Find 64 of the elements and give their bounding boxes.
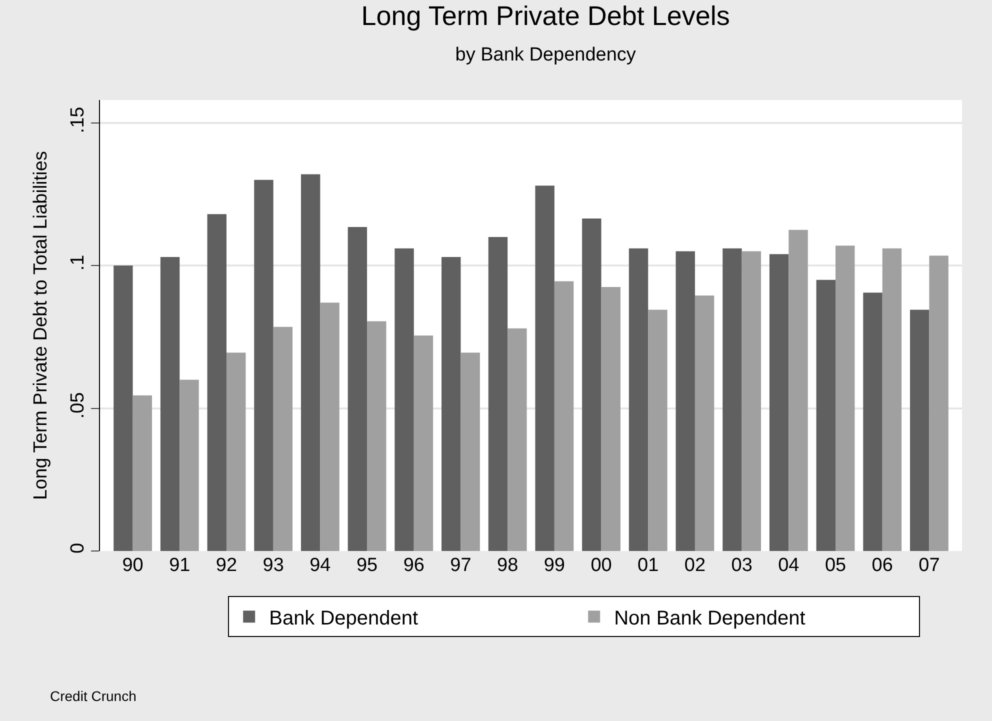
chart-subtitle: by Bank Dependency (455, 44, 636, 66)
y-tick-label: .15 (67, 106, 88, 134)
bar (114, 266, 133, 551)
bar (676, 251, 695, 551)
legend-label: Non Bank Dependent (614, 607, 806, 630)
x-tick-label: 94 (310, 555, 332, 576)
chart-title: Long Term Private Debt Levels (361, 1, 730, 32)
x-tick-label: 02 (684, 555, 706, 576)
bar (367, 321, 386, 551)
bar (414, 335, 434, 551)
bar (160, 256, 180, 551)
bar (722, 248, 742, 551)
x-tick-label: 92 (216, 555, 238, 576)
text: Credit Crunch (50, 688, 136, 704)
legend-label: Bank Dependent (269, 607, 419, 630)
bar (180, 380, 199, 551)
x-tick-label: 97 (450, 555, 472, 576)
bar (882, 248, 902, 551)
bar (929, 256, 948, 551)
x-tick-label: 00 (590, 555, 612, 576)
x-tick-label: 03 (731, 555, 752, 576)
bar (394, 248, 414, 551)
bar (816, 280, 836, 551)
bar (769, 254, 789, 551)
bar (226, 352, 246, 551)
bar (601, 286, 620, 551)
x-tick-label: 99 (544, 555, 565, 576)
bar (488, 237, 508, 551)
bar (132, 395, 152, 551)
y-tick-label: .05 (67, 392, 88, 419)
x-tick-label: 91 (169, 555, 190, 576)
bar (300, 174, 320, 551)
bar (836, 246, 855, 551)
x-tick-label: 95 (356, 555, 378, 576)
x-tick-label: 05 (824, 555, 846, 576)
x-tick-label: 01 (638, 555, 659, 576)
y-tick-label: .1 (67, 254, 88, 271)
bar (442, 256, 461, 551)
bar (788, 230, 808, 551)
x-tick-label: 96 (403, 555, 424, 576)
bar (320, 302, 340, 551)
bar (460, 352, 480, 551)
bar (273, 326, 293, 551)
bar (582, 218, 602, 551)
x-tick-label: 04 (778, 555, 800, 576)
bar (554, 281, 574, 551)
bar (863, 292, 882, 551)
x-tick-label: 06 (872, 555, 893, 576)
bar (508, 328, 527, 551)
x-tick-label: 90 (122, 555, 144, 576)
bar (648, 310, 668, 551)
x-tick-label: 07 (918, 555, 940, 576)
y-axis-title: Long Term Private Debt to Total Liabilities (30, 151, 52, 500)
x-tick-label: 93 (262, 555, 284, 576)
bar (348, 227, 368, 551)
bar (910, 310, 930, 551)
y-tick-label: 0 (67, 542, 88, 554)
bar (742, 251, 762, 551)
bar (254, 180, 274, 551)
bar (535, 186, 554, 551)
x-tick-label: 98 (497, 555, 518, 576)
bar (207, 214, 226, 551)
bar (694, 296, 714, 551)
bar (628, 248, 648, 551)
